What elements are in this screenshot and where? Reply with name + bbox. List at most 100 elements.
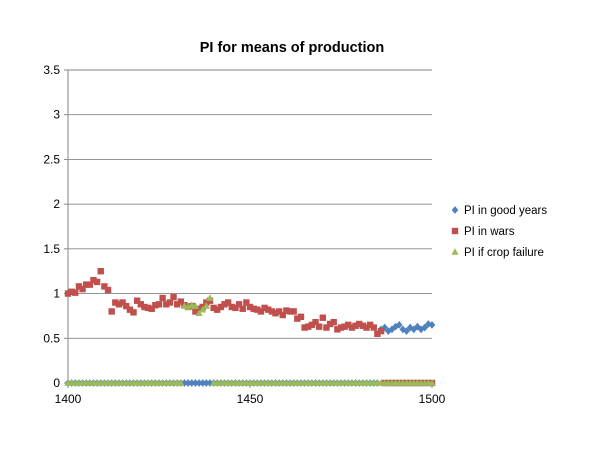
data-point bbox=[192, 308, 199, 315]
y-tick-label: 1.5 bbox=[43, 242, 60, 256]
data-point bbox=[356, 320, 363, 328]
data-point bbox=[265, 306, 272, 313]
data-point bbox=[228, 303, 235, 311]
data-point bbox=[195, 305, 203, 312]
data-point bbox=[75, 283, 83, 290]
data-point bbox=[188, 379, 196, 387]
data-point bbox=[312, 318, 319, 326]
data-point bbox=[235, 301, 243, 308]
data-point bbox=[341, 323, 348, 330]
data-point bbox=[243, 299, 250, 306]
data-point bbox=[163, 301, 170, 308]
data-point bbox=[359, 322, 367, 329]
y-tick-label: 2 bbox=[53, 197, 60, 211]
data-point bbox=[144, 304, 152, 312]
x-tick-label: 1450 bbox=[237, 392, 264, 406]
data-point bbox=[315, 323, 323, 330]
data-point bbox=[417, 325, 425, 334]
data-point bbox=[319, 314, 326, 321]
data-point bbox=[195, 379, 203, 387]
data-point bbox=[425, 320, 432, 328]
legend-marker bbox=[451, 206, 459, 214]
chart-title: PI for means of production bbox=[200, 40, 384, 56]
y-tick-label: 3.5 bbox=[43, 63, 60, 77]
data-point bbox=[301, 324, 308, 331]
y-tick-label: 1 bbox=[53, 287, 60, 301]
data-point bbox=[104, 286, 112, 294]
y-tick-label: 3 bbox=[53, 108, 60, 122]
y-tick-label: 0 bbox=[53, 376, 60, 390]
data-point bbox=[395, 320, 403, 329]
legend-marker bbox=[451, 248, 459, 255]
data-point bbox=[83, 281, 90, 288]
data-point bbox=[268, 308, 276, 315]
data-point bbox=[337, 324, 345, 331]
data-point bbox=[323, 324, 330, 331]
data-point bbox=[192, 379, 199, 387]
data-point bbox=[79, 285, 86, 293]
data-point bbox=[403, 327, 410, 336]
y-tick-label: 0.5 bbox=[43, 331, 60, 345]
data-point bbox=[199, 305, 207, 313]
data-point bbox=[232, 304, 239, 312]
data-point bbox=[308, 321, 316, 329]
series-3 bbox=[64, 294, 436, 386]
data-point bbox=[202, 302, 210, 309]
data-point bbox=[119, 299, 126, 306]
data-point bbox=[326, 320, 334, 328]
data-point bbox=[239, 305, 246, 312]
data-point bbox=[290, 308, 297, 315]
data-point bbox=[137, 301, 144, 308]
data-series bbox=[64, 268, 436, 387]
data-point bbox=[170, 293, 177, 301]
data-point bbox=[421, 323, 429, 332]
data-point bbox=[305, 323, 312, 330]
data-point bbox=[177, 379, 185, 386]
data-point bbox=[123, 302, 130, 310]
data-point bbox=[133, 297, 141, 304]
gridlines bbox=[68, 69, 432, 339]
data-point bbox=[297, 313, 305, 321]
data-point bbox=[68, 288, 75, 295]
data-point bbox=[90, 276, 97, 284]
data-point bbox=[217, 303, 225, 311]
x-tick-label: 1400 bbox=[55, 392, 82, 406]
data-point bbox=[283, 307, 290, 314]
data-point bbox=[181, 379, 188, 387]
data-point bbox=[174, 301, 181, 308]
data-point bbox=[261, 304, 268, 312]
data-point bbox=[257, 308, 265, 315]
data-point bbox=[203, 379, 210, 387]
data-point bbox=[366, 321, 374, 329]
data-point bbox=[224, 299, 232, 306]
legend-entry: PI in good years bbox=[451, 205, 547, 217]
data-point bbox=[330, 318, 337, 326]
data-point bbox=[246, 303, 254, 311]
legend: PI in good years PI in wars PI if crop fai… bbox=[451, 205, 547, 259]
legend-label: PI if crop failure bbox=[464, 247, 544, 259]
data-point bbox=[177, 298, 185, 305]
data-point bbox=[101, 283, 108, 290]
data-point bbox=[126, 306, 134, 313]
data-point bbox=[64, 290, 72, 297]
data-point bbox=[115, 301, 123, 308]
data-point bbox=[141, 303, 148, 311]
legend-label: PI in good years bbox=[464, 205, 547, 217]
data-point bbox=[206, 379, 214, 387]
legend-entry: PI if crop failure bbox=[451, 247, 544, 259]
y-tick-label: 2.5 bbox=[43, 152, 60, 166]
data-point bbox=[410, 325, 418, 334]
data-point bbox=[428, 379, 436, 386]
legend-entry: PI in wars bbox=[451, 226, 515, 238]
data-point bbox=[112, 299, 119, 306]
data-point bbox=[279, 311, 286, 319]
data-point bbox=[370, 324, 377, 331]
legend-marker bbox=[451, 227, 459, 235]
data-point bbox=[428, 320, 436, 329]
data-point bbox=[130, 309, 137, 316]
data-point bbox=[199, 379, 206, 387]
data-point bbox=[345, 321, 352, 329]
data-point bbox=[272, 310, 279, 317]
